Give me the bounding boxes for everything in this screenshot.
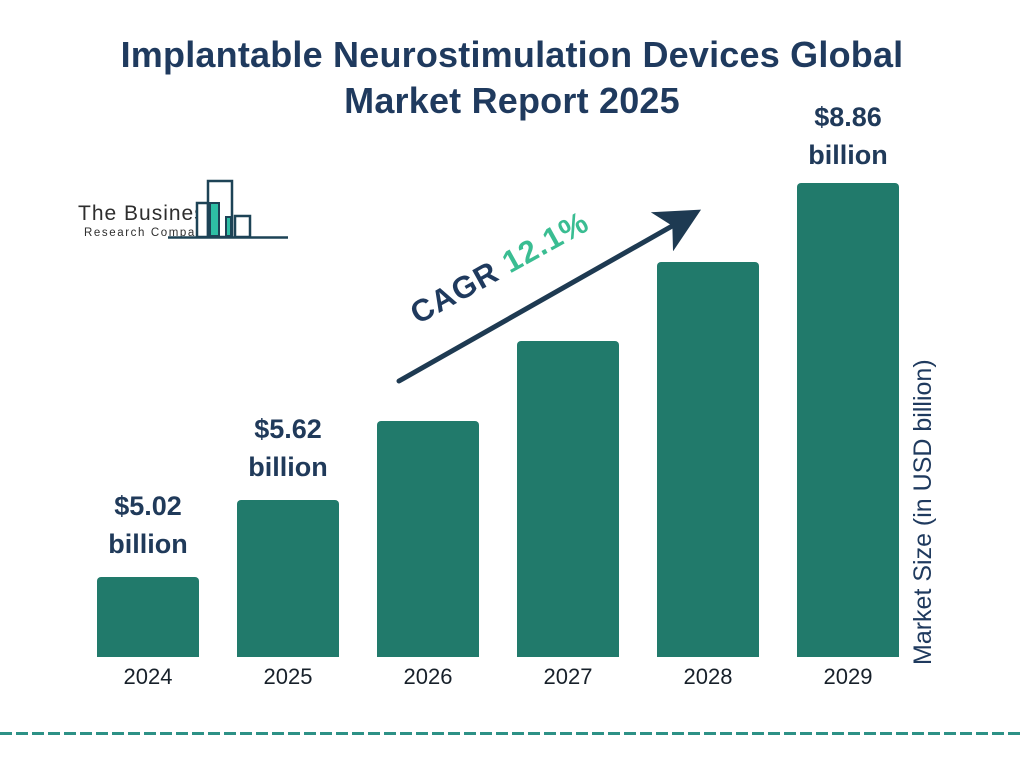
x-label-2026: 2026: [403, 664, 453, 689]
chart-title-line2: Market Report 2025: [344, 80, 680, 121]
chart-title-line1: Implantable Neurostimulation Devices Glo…: [120, 34, 904, 75]
value-unit-2024: billion: [108, 529, 188, 559]
bar-2024: [97, 577, 199, 657]
bar-2028: [657, 262, 759, 657]
x-label-2027: 2027: [543, 664, 593, 689]
value-unit-2029: billion: [808, 140, 888, 170]
value-unit-2025: billion: [248, 452, 328, 482]
x-label-2025: 2025: [263, 664, 313, 689]
company-logo: The Business Research Company: [60, 175, 300, 245]
logo-bars-icon: [168, 179, 288, 239]
logo-text: The Business Research Company: [78, 202, 217, 239]
bar-2029: [797, 183, 899, 657]
x-label-2028: 2028: [683, 664, 733, 689]
value-label-2029: $8.86 billion: [768, 98, 928, 174]
value-label-2024: $5.02 billion: [68, 487, 228, 563]
value-amount-2029: $8.86: [814, 102, 882, 132]
x-label-2029: 2029: [823, 664, 873, 689]
y-axis-label: Market Size (in USD billion): [909, 359, 937, 665]
value-label-2025: $5.62 billion: [208, 410, 368, 486]
growth-arrow-icon: [396, 209, 702, 384]
bar-2026: [377, 421, 479, 657]
logo-subtitle: Research Company: [84, 227, 212, 239]
chart-title: Implantable Neurostimulation Devices Glo…: [0, 32, 1024, 124]
value-amount-2025: $5.62: [254, 414, 322, 444]
bar-2027: [517, 341, 619, 657]
x-label-2024: 2024: [123, 664, 173, 689]
logo-name: The Business: [78, 202, 218, 225]
bar-2025: [237, 500, 339, 657]
bottom-dashed-divider: [0, 732, 1024, 735]
value-amount-2024: $5.02: [114, 491, 182, 521]
